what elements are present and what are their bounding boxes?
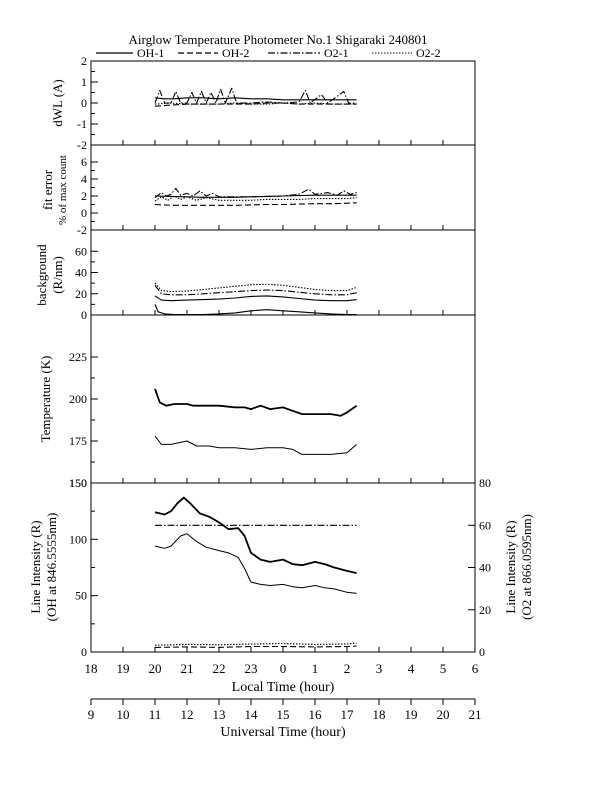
series-o2-2	[154, 282, 357, 293]
y-tick-label: 0	[81, 206, 87, 220]
panel-background: background (R/nm) 0 20 40 60	[34, 229, 476, 322]
y-tick-label: 50	[75, 589, 87, 603]
legend-label-o22: O2-2	[416, 46, 441, 60]
ut-tick-label: 15	[277, 707, 290, 722]
ut-axis-label: Universal Time (hour)	[220, 725, 346, 740]
y-tick-label: 20	[75, 287, 87, 301]
series-o2-2	[154, 195, 357, 202]
local-time-axis-label: Local Time (hour)	[232, 680, 335, 695]
series-o2-1	[154, 284, 357, 296]
y-tick-label: 0	[81, 96, 87, 110]
local-tick-label: 3	[376, 661, 383, 676]
local-tick-label: 5	[440, 661, 447, 676]
y-tick-label: 150	[69, 476, 87, 490]
y-tick-label: 1	[81, 75, 87, 89]
y-tick-label: 60	[75, 244, 87, 258]
ut-tick-label: 19	[405, 707, 418, 722]
panel-dwl: dWL (A) -2 -1 0 1 2	[50, 54, 476, 152]
y-axis-label-sub: (OH at 846.5555nm)	[44, 513, 59, 622]
y-axis-label: fit error	[40, 169, 55, 210]
series-oh-1	[154, 496, 357, 574]
series-o2-1	[154, 187, 357, 199]
series-oh-1	[154, 388, 358, 417]
ut-tick-label: 16	[309, 707, 323, 722]
series-oh-1	[154, 97, 357, 101]
series-oh-2	[154, 202, 357, 206]
y-tick-label: 0	[81, 308, 87, 322]
y-axis-label-sub: (R/nm)	[50, 256, 65, 294]
series-oh-2	[154, 435, 357, 455]
series-o2-2	[154, 642, 357, 646]
panel-frame	[90, 144, 476, 231]
legend-label-o21: O2-1	[324, 46, 349, 60]
y-right-tick-label: 80	[479, 476, 491, 490]
y-tick-label: 40	[75, 266, 87, 280]
local-tick-label: 18	[85, 661, 98, 676]
local-tick-label: 1	[312, 661, 319, 676]
ut-tick-label: 12	[181, 707, 194, 722]
ut-tick-label: 10	[117, 707, 130, 722]
series-oh-1	[154, 304, 357, 316]
y-axis-label-right: Line Intensity (R)	[503, 520, 518, 613]
figure-title: Airglow Temperature Photometer No.1 Shig…	[129, 32, 428, 47]
series-oh-2	[154, 102, 357, 107]
local-tick-label: 2	[344, 661, 351, 676]
ut-tick-label: 9	[88, 707, 95, 722]
y-axis-label: dWL (A)	[50, 79, 65, 127]
y-tick-label: 4	[81, 172, 87, 186]
y-tick-label: 175	[69, 434, 87, 448]
ut-tick-label: 13	[213, 707, 226, 722]
local-tick-label: 20	[149, 661, 162, 676]
y-axis-label-right-sub: (O2 at 866.0595nm)	[519, 514, 534, 620]
y-axis-label: Temperature (K)	[38, 356, 53, 443]
y-axis-label: Line Intensity (R)	[28, 520, 43, 613]
panel-line-intensity: Line Intensity (R) (OH at 846.5555nm) Li…	[28, 476, 534, 659]
ut-tick-label: 20	[437, 707, 450, 722]
panel-temperature: Temperature (K) 150 175 200 225	[38, 314, 476, 490]
y-tick-label: -1	[77, 117, 87, 131]
local-time-axis: Local Time (hour) 18 19 20 21 22 23 0 1 2 3 4 5 6	[85, 661, 479, 695]
panel-fit-error: fit error % of max count -2 0 2 4 6	[40, 144, 476, 237]
local-tick-label: 23	[245, 661, 258, 676]
series-o2-1	[154, 87, 357, 104]
series-o2-1-low	[154, 645, 357, 648]
legend: OH-1 OH-2 O2-1 O2-2	[96, 46, 441, 60]
ut-tick-label: 14	[245, 707, 259, 722]
universal-time-axis: Universal Time (hour) 9 10 11 12 13 14 15 16 17 1…	[88, 698, 482, 740]
y-tick-label: 0	[81, 645, 87, 659]
y-tick-label: 225	[69, 350, 87, 364]
local-tick-label: 4	[408, 661, 415, 676]
local-tick-label: 0	[280, 661, 287, 676]
y-axis-label: background	[34, 244, 49, 306]
local-tick-label: 19	[117, 661, 130, 676]
panel-frame	[90, 229, 476, 316]
panel-frame	[90, 482, 476, 653]
legend-label-oh1: OH-1	[137, 46, 164, 60]
y-tick-label: 150	[69, 476, 87, 490]
y-tick-label: -2	[77, 138, 87, 152]
ut-tick-label: 21	[469, 707, 482, 722]
local-tick-label: 22	[213, 661, 226, 676]
y-tick-label: 200	[69, 392, 87, 406]
y-tick-label: -2	[77, 223, 87, 237]
y-right-tick-label: 40	[479, 561, 491, 575]
series-oh-2	[154, 533, 357, 594]
y-tick-label: 2	[81, 54, 87, 68]
ut-tick-label: 11	[149, 707, 162, 722]
y-tick-label: 6	[81, 155, 87, 169]
legend-label-oh2: OH-2	[222, 46, 249, 60]
panel-frame	[90, 314, 476, 484]
local-tick-label: 6	[472, 661, 479, 676]
y-tick-label: 100	[69, 532, 87, 546]
y-axis-label-sub: % of max count	[57, 155, 69, 225]
series-oh-2	[154, 295, 357, 302]
local-tick-label: 21	[181, 661, 194, 676]
y-right-tick-label: 0	[479, 645, 485, 659]
ut-tick-label: 18	[373, 707, 386, 722]
y-right-tick-label: 20	[479, 603, 491, 617]
ut-tick-label: 17	[341, 707, 355, 722]
y-tick-label: 2	[81, 189, 87, 203]
y-right-tick-label: 60	[479, 518, 491, 532]
